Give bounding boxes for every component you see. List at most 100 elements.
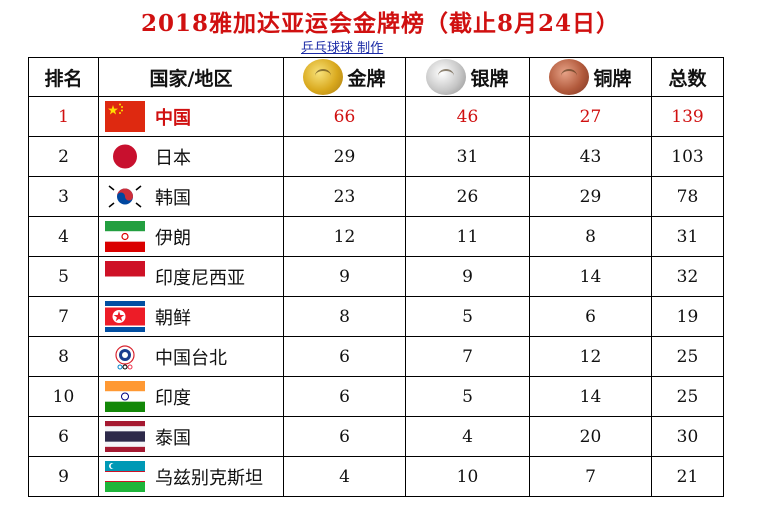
china-flag-icon xyxy=(105,101,145,132)
country-name: 中国 xyxy=(155,107,191,129)
table-row: 1 中国 66 46 27 139 xyxy=(28,96,724,137)
rank-cell: 2 xyxy=(28,136,99,177)
table-row: 6 泰国 6 4 20 30 xyxy=(28,416,724,457)
bronze-cell: 7 xyxy=(529,456,652,497)
header-gold-label: 金牌 xyxy=(347,67,386,90)
gold-cell: 9 xyxy=(283,256,406,297)
rank-cell: 6 xyxy=(28,416,99,457)
header-gold: 金牌 xyxy=(283,57,406,97)
rank-cell: 8 xyxy=(28,336,99,377)
uzbekistan-flag-icon xyxy=(105,461,145,492)
table-row: 5 印度尼西亚 9 9 14 32 xyxy=(28,256,724,297)
country-cell: 伊朗 xyxy=(98,216,284,257)
table-row: 2 日本 29 31 43 103 xyxy=(28,136,724,177)
bronze-cell: 27 xyxy=(529,96,652,137)
table-row: 3 韩国 23 26 29 78 xyxy=(28,176,724,217)
silver-cell: 46 xyxy=(405,96,530,137)
rank-cell: 4 xyxy=(28,216,99,257)
silver-cell: 26 xyxy=(405,176,530,217)
total-cell: 19 xyxy=(651,296,724,337)
medal-table: 排名 国家/地区 金牌 银牌 铜牌 总数 1 中国 66 46 27 139 2… xyxy=(28,57,724,497)
total-cell: 25 xyxy=(651,376,724,417)
header-bronze: 铜牌 xyxy=(529,57,652,97)
gold-cell: 29 xyxy=(283,136,406,177)
total-cell: 32 xyxy=(651,256,724,297)
header-country: 国家/地区 xyxy=(98,57,284,97)
bronze-cell: 12 xyxy=(529,336,652,377)
country-name: 伊朗 xyxy=(155,227,191,249)
country-name: 韩国 xyxy=(155,187,191,209)
rank-cell: 10 xyxy=(28,376,99,417)
credit-link[interactable]: 乒乓球球 制作 xyxy=(301,37,383,56)
country-cell: 泰国 xyxy=(98,416,284,457)
country-name: 中国台北 xyxy=(155,347,227,369)
bronze-cell: 20 xyxy=(529,416,652,457)
gold-cell: 6 xyxy=(283,376,406,417)
country-cell: 日本 xyxy=(98,136,284,177)
gold-cell: 6 xyxy=(283,336,406,377)
total-cell: 139 xyxy=(651,96,724,137)
table-row: 7 朝鲜 8 5 6 19 xyxy=(28,296,724,337)
table-row: 8 中国台北 6 7 12 25 xyxy=(28,336,724,377)
country-cell: 乌兹别克斯坦 xyxy=(98,456,284,497)
country-name: 乌兹别克斯坦 xyxy=(155,467,263,489)
total-cell: 103 xyxy=(651,136,724,177)
country-name: 印度尼西亚 xyxy=(155,267,245,289)
silver-cell: 4 xyxy=(405,416,530,457)
total-cell: 31 xyxy=(651,216,724,257)
gold-cell: 6 xyxy=(283,416,406,457)
gold-cell: 4 xyxy=(283,456,406,497)
silver-cell: 7 xyxy=(405,336,530,377)
bronze-cell: 14 xyxy=(529,376,652,417)
rank-cell: 5 xyxy=(28,256,99,297)
indonesia-flag-icon xyxy=(105,261,145,292)
gold-cell: 23 xyxy=(283,176,406,217)
country-name: 印度 xyxy=(155,387,191,409)
credit-text[interactable]: 乒乓球球 制作 xyxy=(301,41,384,56)
header-rank: 排名 xyxy=(28,57,99,97)
india-flag-icon xyxy=(105,381,145,412)
thailand-flag-icon xyxy=(105,421,145,452)
rank-cell: 9 xyxy=(28,456,99,497)
bronze-cell: 29 xyxy=(529,176,652,217)
iran-flag-icon xyxy=(105,221,145,252)
total-cell: 25 xyxy=(651,336,724,377)
country-cell: 朝鲜 xyxy=(98,296,284,337)
total-cell: 30 xyxy=(651,416,724,457)
rank-cell: 1 xyxy=(28,96,99,137)
table-row: 4 伊朗 12 11 8 31 xyxy=(28,216,724,257)
chinese-taipei-flag-icon xyxy=(105,341,145,372)
country-cell: 印度 xyxy=(98,376,284,417)
gold-cell: 66 xyxy=(283,96,406,137)
total-cell: 78 xyxy=(651,176,724,217)
silver-cell: 9 xyxy=(405,256,530,297)
gold-cell: 8 xyxy=(283,296,406,337)
country-cell: 韩国 xyxy=(98,176,284,217)
header-silver-label: 银牌 xyxy=(470,67,509,90)
country-name: 朝鲜 xyxy=(155,307,191,329)
bronze-cell: 6 xyxy=(529,296,652,337)
table-row: 10 印度 6 5 14 25 xyxy=(28,376,724,417)
north-korea-flag-icon xyxy=(105,301,145,332)
page-title: 2018雅加达亚运会金牌榜（截止8月24日） xyxy=(140,10,621,37)
table-row: 9 乌兹别克斯坦 4 10 7 21 xyxy=(28,456,724,497)
rank-cell: 3 xyxy=(28,176,99,217)
bronze-cell: 8 xyxy=(529,216,652,257)
bronze-cell: 43 xyxy=(529,136,652,177)
country-cell: 印度尼西亚 xyxy=(98,256,284,297)
country-cell: 中国台北 xyxy=(98,336,284,377)
header-total: 总数 xyxy=(651,57,724,97)
table-header-row: 排名 国家/地区 金牌 银牌 铜牌 总数 xyxy=(28,57,724,97)
header-silver: 银牌 xyxy=(405,57,530,97)
bronze-medal-icon xyxy=(549,59,590,95)
gold-cell: 12 xyxy=(283,216,406,257)
silver-cell: 10 xyxy=(405,456,530,497)
bronze-cell: 14 xyxy=(529,256,652,297)
country-name: 泰国 xyxy=(155,427,191,449)
country-cell: 中国 xyxy=(98,96,284,137)
silver-cell: 5 xyxy=(405,296,530,337)
japan-flag-icon xyxy=(105,141,145,172)
silver-cell: 5 xyxy=(405,376,530,417)
rank-cell: 7 xyxy=(28,296,99,337)
total-cell: 21 xyxy=(651,456,724,497)
